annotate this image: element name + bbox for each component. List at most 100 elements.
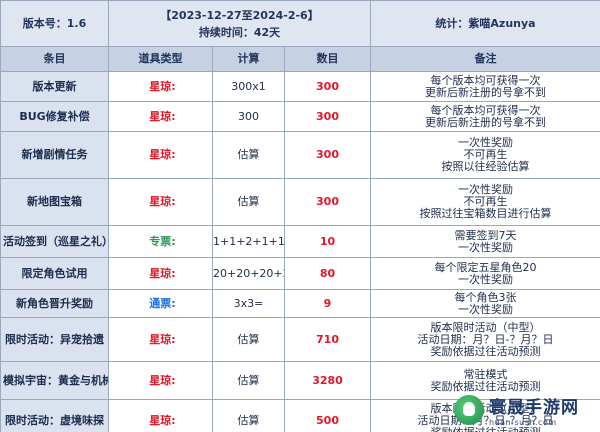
note-line: 奖励依据过往活动预测 bbox=[430, 379, 541, 393]
calc-cell: 300 bbox=[212, 101, 285, 132]
count-cell: 80 bbox=[284, 257, 371, 290]
note-line: 每个限定五星角色20 bbox=[434, 260, 537, 274]
calc-cell: 估算 bbox=[212, 399, 285, 432]
item-cell: 限时活动：虚境味探 bbox=[0, 399, 109, 432]
item-cell: 活动签到（巡星之礼） bbox=[0, 225, 109, 258]
note-cell: 需要签到7天 一次性奖励 bbox=[370, 225, 600, 258]
note-line: 每个版本均可获得一次 bbox=[430, 73, 541, 87]
note-line: 版本限时活动（中型） bbox=[430, 320, 541, 334]
note-line: 需要签到7天 bbox=[454, 228, 517, 242]
note-line: 每个版本均可获得一次 bbox=[430, 103, 541, 117]
count-cell: 300 bbox=[284, 178, 371, 226]
table-row: 限时活动：虚境味探 星琼: 估算 500 版本限时活动（小型） 活动日期：月？日-？月？日… bbox=[0, 399, 600, 432]
site-watermark-url: huan-sush.com bbox=[489, 418, 557, 427]
note-line: 活动日期：月？日-？月？日 bbox=[417, 413, 554, 427]
table-row: 版本更新 星琼: 300x1 300 每个版本均可获得一次 更新后新注册的号拿不到 bbox=[0, 71, 600, 102]
item-cell: BUG修复补偿 bbox=[0, 101, 109, 132]
header-row: 版本号：1.6 【2023-12-27至2024-2-6】 持续时间：42天 统… bbox=[0, 0, 600, 47]
col-prop-type: 道具类型 bbox=[108, 46, 213, 72]
period-dates: 【2023-12-27至2024-2-6】 bbox=[160, 8, 319, 22]
count-cell: 300 bbox=[284, 131, 371, 179]
prop-type-cell: 星琼: bbox=[108, 317, 213, 362]
calc-cell: 20+20+20+20= bbox=[212, 257, 285, 290]
count-cell: 300 bbox=[284, 71, 371, 102]
note-line: 奖励依据过往活动预测 bbox=[430, 344, 541, 358]
count-cell: 3280 bbox=[284, 361, 371, 400]
note-line: 一次性奖励 bbox=[458, 302, 513, 316]
prop-type-cell: 星琼: bbox=[108, 257, 213, 290]
prop-type-cell: 星琼: bbox=[108, 71, 213, 102]
note-line: 奖励依据过往活动预测 bbox=[430, 425, 541, 432]
note-line: 一次性奖励 bbox=[458, 272, 513, 286]
count-cell: 10 bbox=[284, 225, 371, 258]
item-cell: 限时活动：异宠拾遗 bbox=[0, 317, 109, 362]
item-cell: 新角色晋升奖励 bbox=[0, 289, 109, 318]
column-header-row: 条目 道具类型 计算 数目 备注 bbox=[0, 46, 600, 72]
count-cell: 300 bbox=[284, 101, 371, 132]
version-cell: 版本号：1.6 bbox=[0, 0, 109, 47]
note-cell: 一次性奖励 不可再生 按照过往宝箱数目进行估算 bbox=[370, 178, 600, 226]
prop-type-cell: 星琼: bbox=[108, 361, 213, 400]
calc-cell: 估算 bbox=[212, 178, 285, 226]
table-row: 模拟宇宙：黄金与机械 星琼: 估算 3280 常驻模式 奖励依据过往活动预测 bbox=[0, 361, 600, 400]
calc-cell: 1+1+2+1+1+1+3= bbox=[212, 225, 285, 258]
note-cell: 每个限定五星角色20 一次性奖励 bbox=[370, 257, 600, 290]
note-line: 一次性奖励 bbox=[458, 183, 513, 196]
site-watermark-logo: 寰晟手游网 huan-sush.com bbox=[454, 390, 594, 430]
item-cell: 新增剧情任务 bbox=[0, 131, 109, 179]
note-line: 一次性奖励 bbox=[458, 136, 513, 149]
calc-cell: 300x1 bbox=[212, 71, 285, 102]
note-line: 不可再生 bbox=[463, 148, 508, 161]
prop-type-cell: 专票: bbox=[108, 225, 213, 258]
col-calc: 计算 bbox=[212, 46, 285, 72]
table-row: 限时活动：异宠拾遗 星琼: 估算 710 版本限时活动（中型） 活动日期：月？日-？月？日… bbox=[0, 317, 600, 362]
item-cell: 新地图宝箱 bbox=[0, 178, 109, 226]
prop-type-cell: 星琼: bbox=[108, 101, 213, 132]
table-row: 新增剧情任务 星琼: 估算 300 一次性奖励 不可再生 按照以往经验估算 bbox=[0, 131, 600, 179]
note-cell: 一次性奖励 不可再生 按照以往经验估算 bbox=[370, 131, 600, 179]
item-cell: 模拟宇宙：黄金与机械 bbox=[0, 361, 109, 400]
period-duration: 持续时间：42天 bbox=[198, 25, 281, 39]
col-note: 备注 bbox=[370, 46, 600, 72]
count-cell: 500 bbox=[284, 399, 371, 432]
note-line: 一次性奖励 bbox=[458, 240, 513, 254]
note-line: 不可再生 bbox=[463, 195, 508, 208]
note-cell: 每个角色3张 一次性奖励 bbox=[370, 289, 600, 318]
stat-author-cell: 统计：紫喵Azunya bbox=[370, 0, 600, 47]
note-line: 常驻模式 bbox=[463, 367, 508, 381]
site-logo-icon bbox=[454, 395, 484, 425]
table-row: BUG修复补偿 星琼: 300 300 每个版本均可获得一次 更新后新注册的号拿不到 bbox=[0, 101, 600, 132]
calc-cell: 估算 bbox=[212, 317, 285, 362]
table-row: 新地图宝箱 星琼: 估算 300 一次性奖励 不可再生 按照过往宝箱数目进行估算 bbox=[0, 178, 600, 226]
note-line: 按照以往经验估算 bbox=[441, 160, 530, 173]
count-cell: 9 bbox=[284, 289, 371, 318]
note-line: 更新后新注册的号拿不到 bbox=[425, 85, 546, 99]
note-line: 更新后新注册的号拿不到 bbox=[425, 115, 546, 129]
calc-cell: 3x3= bbox=[212, 289, 285, 318]
note-cell: 版本限时活动（中型） 活动日期：月？日-？月？日 奖励依据过往活动预测 bbox=[370, 317, 600, 362]
col-item: 条目 bbox=[0, 46, 109, 72]
item-cell: 限定角色试用 bbox=[0, 257, 109, 290]
count-cell: 710 bbox=[284, 317, 371, 362]
prop-type-cell: 通票: bbox=[108, 289, 213, 318]
col-count: 数目 bbox=[284, 46, 371, 72]
note-line: 每个角色3张 bbox=[454, 290, 517, 304]
note-line: 按照过往宝箱数目进行估算 bbox=[419, 207, 552, 220]
note-cell: 每个版本均可获得一次 更新后新注册的号拿不到 bbox=[370, 71, 600, 102]
note-line: 活动日期：月？日-？月？日 bbox=[417, 332, 554, 346]
prop-type-cell: 星琼: bbox=[108, 131, 213, 179]
note-cell: 每个版本均可获得一次 更新后新注册的号拿不到 bbox=[370, 101, 600, 132]
prop-type-cell: 星琼: bbox=[108, 178, 213, 226]
note-cell: 常驻模式 奖励依据过往活动预测 bbox=[370, 361, 600, 400]
prop-type-cell: 星琼: bbox=[108, 399, 213, 432]
table-body: 版本更新 星琼: 300x1 300 每个版本均可获得一次 更新后新注册的号拿不到 BUG修… bbox=[0, 71, 600, 432]
site-watermark-title: 寰晟手游网 bbox=[489, 398, 579, 418]
item-cell: 版本更新 bbox=[0, 71, 109, 102]
table-row: 新角色晋升奖励 通票: 3x3= 9 每个角色3张 一次性奖励 bbox=[0, 289, 600, 318]
calc-cell: 估算 bbox=[212, 361, 285, 400]
period-cell: 【2023-12-27至2024-2-6】 持续时间：42天 bbox=[108, 0, 371, 47]
